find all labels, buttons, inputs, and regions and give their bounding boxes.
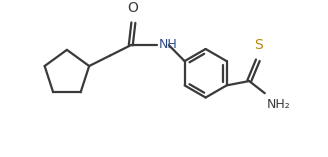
Text: O: O [127, 1, 138, 15]
Text: S: S [254, 38, 263, 52]
Text: NH₂: NH₂ [267, 97, 290, 111]
Text: NH: NH [158, 38, 177, 51]
